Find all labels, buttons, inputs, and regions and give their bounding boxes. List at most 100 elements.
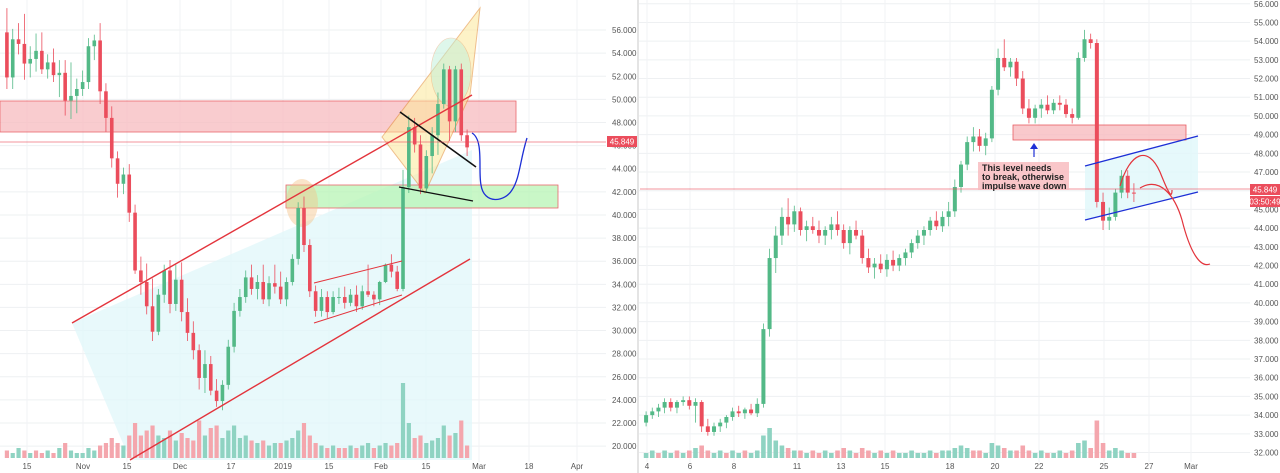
volume-bar bbox=[167, 430, 173, 458]
volume-bar bbox=[1057, 450, 1063, 458]
volume-bar bbox=[360, 445, 365, 458]
candle-body bbox=[185, 312, 190, 333]
volume-bar bbox=[447, 435, 452, 458]
candle-body bbox=[699, 402, 704, 427]
volume-bar bbox=[150, 425, 155, 458]
candle-body bbox=[1057, 102, 1062, 105]
candle-body bbox=[761, 329, 766, 404]
volume-bar bbox=[336, 448, 342, 458]
right-price-tag bbox=[1250, 184, 1280, 195]
candle-body bbox=[1125, 175, 1130, 193]
candle-body bbox=[377, 282, 382, 300]
candle-body bbox=[884, 259, 889, 270]
y-tick-label: 32.000 bbox=[1254, 449, 1279, 458]
x-tick-label: 17 bbox=[227, 462, 236, 471]
candle-body bbox=[308, 245, 312, 292]
y-tick-label: 32.000 bbox=[612, 303, 637, 312]
candle-body bbox=[63, 72, 67, 101]
right-countdown-text: 03:50:49 bbox=[1249, 198, 1280, 207]
volume-bar bbox=[418, 435, 423, 458]
volume-bar bbox=[761, 435, 766, 458]
volume-bar bbox=[243, 435, 248, 458]
left-black-line-2 bbox=[398, 186, 474, 202]
volume-bar bbox=[424, 443, 429, 458]
volume-bar bbox=[342, 448, 347, 458]
volume-bar bbox=[132, 423, 138, 458]
candle-body bbox=[1039, 104, 1044, 109]
candle-body bbox=[86, 46, 91, 83]
candle-body bbox=[1051, 102, 1056, 111]
volume-bar bbox=[1038, 450, 1044, 458]
candle-body bbox=[10, 39, 15, 78]
candle-body bbox=[208, 364, 213, 391]
candle-body bbox=[319, 297, 324, 311]
volume-bar bbox=[656, 453, 661, 458]
candle-body bbox=[841, 230, 846, 244]
volume-bar bbox=[16, 448, 21, 458]
volume-bar bbox=[261, 440, 266, 458]
x-tick-label: 4 bbox=[645, 462, 650, 471]
candle-body bbox=[903, 252, 908, 259]
candle-body bbox=[742, 409, 747, 414]
volume-bar bbox=[319, 445, 324, 458]
y-tick-label: 38.000 bbox=[1254, 336, 1279, 345]
y-tick-label: 48.000 bbox=[612, 119, 637, 128]
volume-bar bbox=[395, 443, 400, 458]
y-tick-label: 49.000 bbox=[1254, 131, 1279, 140]
candle-body bbox=[847, 230, 852, 244]
volume-bar bbox=[1026, 450, 1032, 458]
volume-bar bbox=[674, 450, 680, 458]
candle-body bbox=[418, 144, 423, 189]
candle-body bbox=[928, 220, 933, 230]
candle-body bbox=[156, 294, 161, 332]
right-chart-panel[interactable]: This level needs to break, otherwise imp… bbox=[639, 0, 1280, 471]
volume-bar bbox=[964, 448, 970, 458]
left-price-tag-text: 45.849 bbox=[610, 138, 635, 147]
y-tick-label: 28.000 bbox=[612, 350, 637, 359]
volume-bar bbox=[121, 445, 126, 458]
candle-body bbox=[1094, 43, 1099, 202]
volume-bar bbox=[1008, 450, 1013, 458]
left-flag-upper-line bbox=[313, 260, 403, 284]
y-tick-label: 42.000 bbox=[612, 188, 637, 197]
y-tick-label: 52.000 bbox=[612, 72, 637, 81]
x-tick-label: 15 bbox=[881, 462, 890, 471]
candle-body bbox=[1008, 61, 1013, 68]
volume-bar bbox=[45, 450, 50, 458]
left-black-line-1 bbox=[399, 111, 477, 168]
x-tick-label: 22 bbox=[1035, 462, 1044, 471]
volume-bar bbox=[33, 450, 39, 458]
x-tick-label: 18 bbox=[946, 462, 955, 471]
y-tick-label: 22.000 bbox=[612, 419, 637, 428]
candle-body bbox=[749, 409, 754, 414]
x-tick-label: Mar bbox=[472, 462, 486, 471]
volume-bar bbox=[705, 450, 711, 458]
volume-bar bbox=[28, 453, 33, 458]
volume-bar bbox=[983, 453, 989, 458]
candle-body bbox=[767, 258, 772, 330]
candle-body bbox=[724, 416, 729, 423]
candle-body bbox=[989, 89, 994, 139]
candle-body bbox=[773, 235, 778, 259]
candle-body bbox=[996, 57, 1001, 90]
y-tick-label: 50.000 bbox=[612, 95, 637, 104]
left-chart-panel[interactable]: 56.00054.00052.00050.00048.00046.00044.0… bbox=[0, 0, 637, 473]
candle-body bbox=[909, 243, 914, 253]
candle-body bbox=[372, 294, 376, 300]
candle-body bbox=[127, 174, 132, 213]
volume-bar bbox=[946, 450, 951, 458]
left-ellipse-1 bbox=[286, 179, 318, 227]
candle-body bbox=[342, 297, 347, 303]
candle-body bbox=[337, 297, 341, 299]
volume-bar bbox=[1001, 448, 1007, 458]
candle-body bbox=[220, 384, 225, 402]
x-tick-label: 25 bbox=[1100, 462, 1109, 471]
x-tick-label: 27 bbox=[1145, 462, 1154, 471]
volume-bar bbox=[255, 443, 260, 458]
x-tick-label: 15 bbox=[325, 462, 334, 471]
y-tick-label: 40.000 bbox=[612, 211, 637, 220]
candle-body bbox=[389, 264, 394, 272]
volume-bar bbox=[162, 438, 167, 458]
candle-body bbox=[1076, 57, 1081, 118]
volume-bar bbox=[989, 443, 995, 458]
